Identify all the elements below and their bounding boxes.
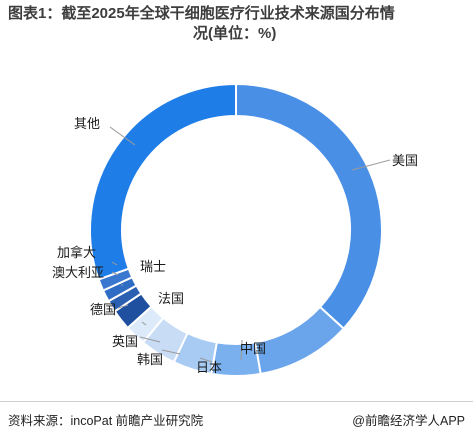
brand-credit: @前瞻经济学人APP xyxy=(352,414,465,428)
leader-line-4 xyxy=(139,336,161,343)
leader-line-5 xyxy=(141,321,147,326)
data-source: 资料来源：incoPat 前瞻产业研究院 xyxy=(8,414,204,428)
leader-line-10 xyxy=(109,126,136,146)
leader-line-0 xyxy=(351,159,391,171)
slice-label-7: 瑞士 xyxy=(140,259,166,274)
chart-title-line2: 况(单位：%) xyxy=(193,25,277,42)
donut-slice-0 xyxy=(235,82,383,331)
donut-slices xyxy=(89,82,383,377)
slice-label-2: 日本 xyxy=(196,360,222,375)
slice-label-4: 英国 xyxy=(112,334,138,349)
leader-line-2 xyxy=(199,357,213,363)
slice-label-6: 德国 xyxy=(90,302,116,317)
slice-label-10: 其他 xyxy=(74,116,100,131)
slice-label-9: 加拿大 xyxy=(57,245,96,260)
donut-slice-1 xyxy=(254,305,346,376)
leader-line-1 xyxy=(240,339,243,361)
chart-title: 图表1：截至2025年全球干细胞医疗行业技术来源国分布情 况(单位：%) xyxy=(8,4,468,44)
leader-line-8 xyxy=(111,271,119,276)
slice-label-8: 澳大利亚 xyxy=(52,265,104,280)
leader-line-9 xyxy=(111,261,118,266)
donut-slice-10 xyxy=(89,82,237,281)
slice-label-1: 中国 xyxy=(240,341,266,356)
leader-line-3 xyxy=(161,349,181,355)
slice-label-0: 美国 xyxy=(392,153,418,168)
slice-label-3: 韩国 xyxy=(137,352,163,367)
chart-title-line1: 图表1：截至2025年全球干细胞医疗行业技术来源国分布情 xyxy=(8,5,395,22)
slice-label-5: 法国 xyxy=(158,291,184,306)
footer: 资料来源：incoPat 前瞻产业研究院 @前瞻经济学人APP xyxy=(0,401,473,435)
leader-line-6 xyxy=(117,304,129,309)
